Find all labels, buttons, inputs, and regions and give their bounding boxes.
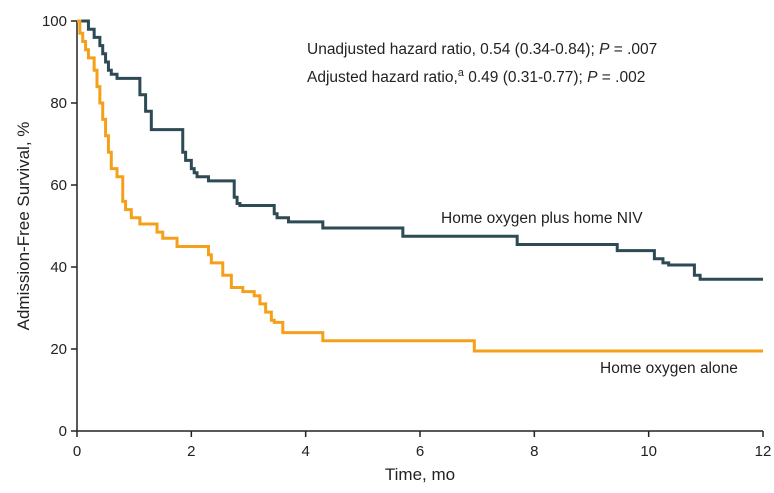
x-ticks: 0 2 4 6 8 10 12 [73,431,772,460]
y-axis-title: Admission-Free Survival, % [14,122,33,331]
y-tick-label: 80 [50,95,67,112]
y-ticks: 0 20 40 60 80 100 [42,13,77,440]
x-axis-title: Time, mo [385,465,455,484]
series-line-niv [77,19,763,281]
x-tick-label: 8 [530,443,538,460]
y-tick-label: 0 [59,423,67,440]
x-tick-label: 0 [73,443,81,460]
series-label-niv: Home oxygen plus home NIV [441,210,643,227]
hazard-ratio-adjusted: Adjusted hazard ratio,a 0.49 (0.31-0.77)… [307,67,645,86]
series-label-oxygen-alone: Home oxygen alone [600,360,738,377]
hazard-ratio-unadjusted: Unadjusted hazard ratio, 0.54 (0.34-0.84… [307,41,657,58]
y-tick-label: 40 [50,259,67,276]
series-layer [77,19,763,353]
x-tick-label: 4 [301,443,309,460]
y-tick-label: 60 [50,177,67,194]
series-line-oxygen-alone [77,19,763,353]
y-tick-label: 100 [42,13,67,30]
x-tick-label: 6 [416,443,424,460]
y-tick-label: 20 [50,341,67,358]
x-tick-label: 12 [755,443,772,460]
x-tick-label: 2 [187,443,195,460]
x-tick-label: 10 [640,443,657,460]
